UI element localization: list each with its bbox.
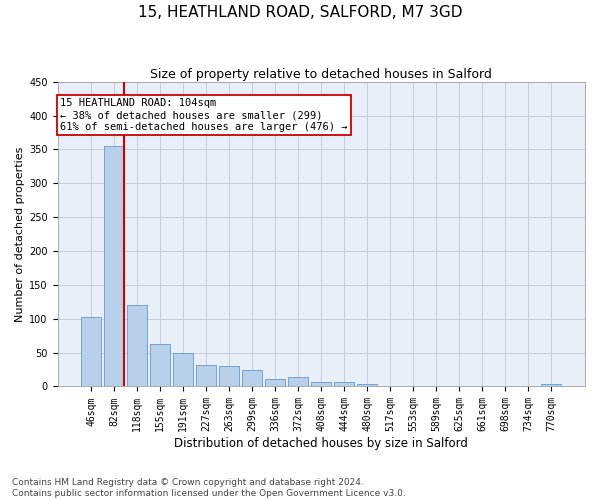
Text: Contains HM Land Registry data © Crown copyright and database right 2024.
Contai: Contains HM Land Registry data © Crown c…: [12, 478, 406, 498]
Text: 15, HEATHLAND ROAD, SALFORD, M7 3GD: 15, HEATHLAND ROAD, SALFORD, M7 3GD: [138, 5, 462, 20]
Bar: [104, 146, 124, 386]
Bar: [334, 382, 354, 386]
Y-axis label: Number of detached properties: Number of detached properties: [15, 146, 25, 322]
Bar: [82, 316, 101, 386]
Bar: [151, 344, 170, 387]
Text: 15 HEATHLAND ROAD: 104sqm
← 38% of detached houses are smaller (299)
61% of semi: 15 HEATHLAND ROAD: 104sqm ← 38% of detac…: [60, 98, 347, 132]
Bar: [289, 377, 308, 386]
Bar: [265, 379, 285, 386]
Title: Size of property relative to detached houses in Salford: Size of property relative to detached ho…: [151, 68, 492, 80]
Bar: [173, 352, 193, 386]
Bar: [127, 305, 147, 386]
Bar: [196, 366, 216, 386]
X-axis label: Distribution of detached houses by size in Salford: Distribution of detached houses by size …: [175, 437, 468, 450]
Bar: [311, 382, 331, 386]
Bar: [358, 384, 377, 386]
Bar: [242, 370, 262, 386]
Bar: [541, 384, 561, 386]
Bar: [220, 366, 239, 386]
